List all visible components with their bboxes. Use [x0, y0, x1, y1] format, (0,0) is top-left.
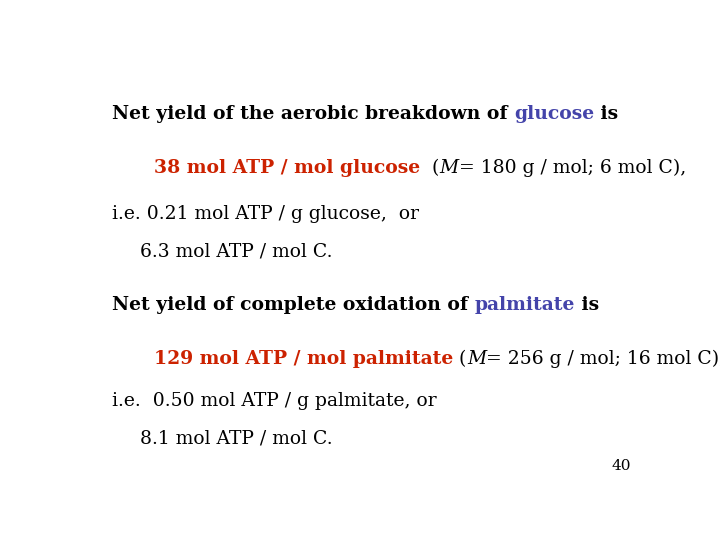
Text: Net yield of the aerobic breakdown of: Net yield of the aerobic breakdown of: [112, 105, 514, 123]
Text: glucose: glucose: [514, 105, 595, 123]
Text: M: M: [440, 159, 459, 177]
Text: = 256 g / mol; 16 mol C),: = 256 g / mol; 16 mol C),: [486, 350, 720, 368]
Text: palmitate: palmitate: [474, 296, 575, 314]
Text: i.e.  0.50 mol ATP / g palmitate, or: i.e. 0.50 mol ATP / g palmitate, or: [112, 392, 437, 410]
Text: i.e. 0.21 mol ATP / g glucose,  or: i.e. 0.21 mol ATP / g glucose, or: [112, 205, 419, 222]
Text: 6.3 mol ATP / mol C.: 6.3 mol ATP / mol C.: [140, 242, 333, 260]
Text: is: is: [595, 105, 618, 123]
Text: = 180 g / mol; 6 mol C),: = 180 g / mol; 6 mol C),: [459, 159, 686, 177]
Text: M: M: [467, 350, 486, 368]
Text: (: (: [420, 159, 440, 177]
Text: 129 mol ATP / mol palmitate: 129 mol ATP / mol palmitate: [154, 350, 454, 368]
Text: 40: 40: [612, 459, 631, 473]
Text: 38 mol ATP / mol glucose: 38 mol ATP / mol glucose: [154, 159, 420, 177]
Text: 8.1 mol ATP / mol C.: 8.1 mol ATP / mol C.: [140, 429, 333, 447]
Text: is: is: [575, 296, 599, 314]
Text: Net yield of complete oxidation of: Net yield of complete oxidation of: [112, 296, 474, 314]
Text: (: (: [454, 350, 467, 368]
